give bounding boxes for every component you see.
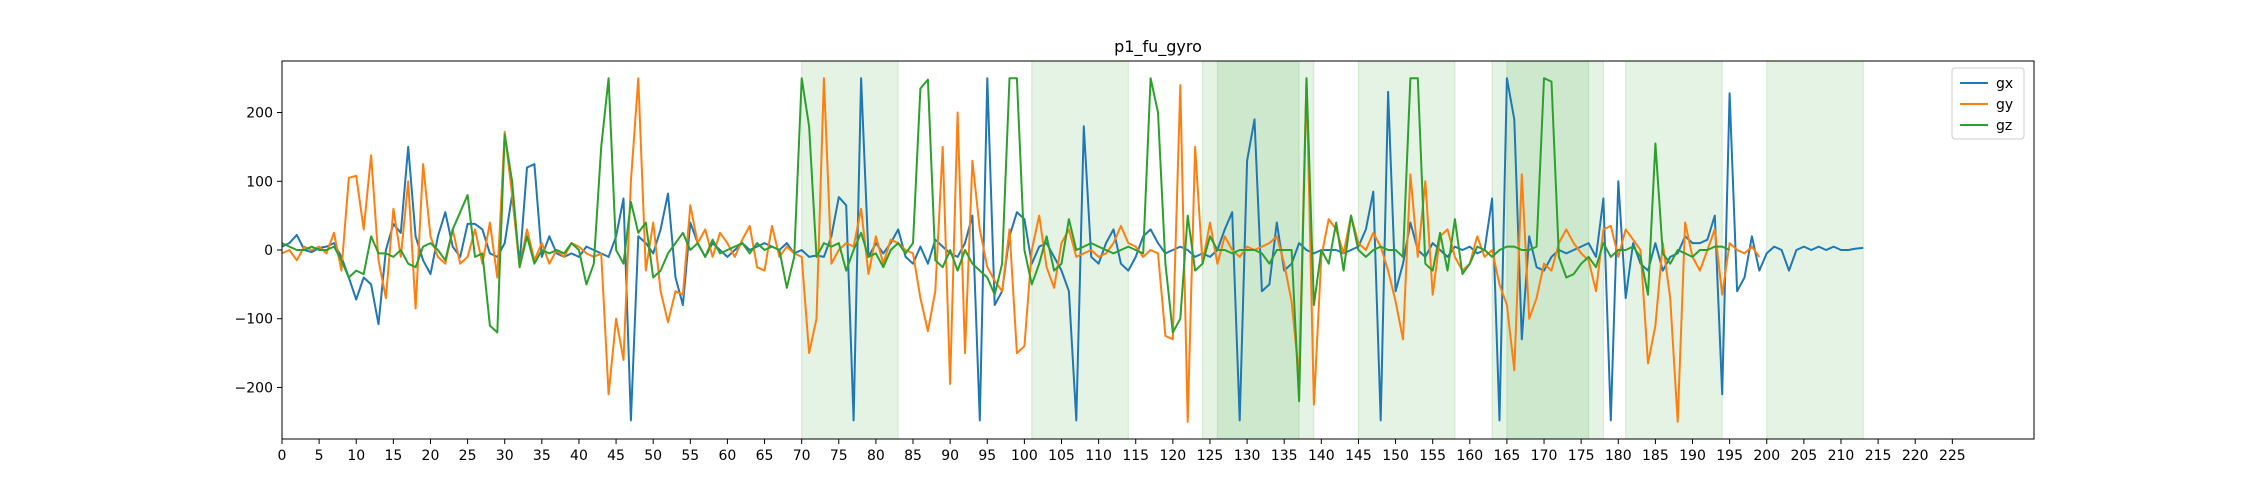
x-tick-label: 190 bbox=[1679, 448, 1706, 464]
x-tick-label: 85 bbox=[904, 448, 922, 464]
y-tick-label: −200 bbox=[235, 380, 273, 396]
x-tick-label: 225 bbox=[1939, 448, 1966, 464]
x-tick-label: 150 bbox=[1382, 448, 1409, 464]
y-tick-label: 0 bbox=[264, 243, 273, 259]
x-tick-label: 140 bbox=[1308, 448, 1335, 464]
x-tick-label: 210 bbox=[1828, 448, 1855, 464]
x-tick-label: 80 bbox=[867, 448, 885, 464]
x-tick-label: 185 bbox=[1642, 448, 1669, 464]
x-tick-label: 105 bbox=[1048, 448, 1075, 464]
x-tick-label: 180 bbox=[1605, 448, 1632, 464]
x-tick-label: 215 bbox=[1865, 448, 1892, 464]
x-tick-label: 70 bbox=[793, 448, 811, 464]
x-tick-label: 15 bbox=[384, 448, 402, 464]
x-tick-label: 65 bbox=[756, 448, 774, 464]
y-tick-label: −100 bbox=[235, 312, 273, 328]
x-tick-label: 10 bbox=[347, 448, 365, 464]
x-tick-label: 20 bbox=[422, 448, 440, 464]
series-line-gx bbox=[281, 77, 1864, 422]
x-tick-label: 195 bbox=[1716, 448, 1743, 464]
y-axis: −200 −100 0 100 200 bbox=[235, 106, 282, 396]
x-tick-label: 30 bbox=[496, 448, 514, 464]
series-layer bbox=[281, 77, 1864, 423]
x-tick-label: 175 bbox=[1568, 448, 1595, 464]
x-tick-label: 160 bbox=[1456, 448, 1483, 464]
legend-label-gx: gx bbox=[1996, 76, 2013, 92]
x-tick-label: 110 bbox=[1085, 448, 1112, 464]
legend: gx gy gz bbox=[1951, 67, 2025, 140]
x-axis: 0 5 10 15 20 25 30 35 40 45 50 55 60 65 70 75 80 85 90 95 10… bbox=[278, 439, 1966, 464]
x-tick-label: 130 bbox=[1234, 448, 1261, 464]
x-tick-label: 40 bbox=[570, 448, 588, 464]
x-tick-label: 120 bbox=[1159, 448, 1186, 464]
x-tick-label: 75 bbox=[830, 448, 848, 464]
x-tick-label: 220 bbox=[1902, 448, 1929, 464]
x-tick-label: 155 bbox=[1419, 448, 1446, 464]
legend-label-gz: gz bbox=[1996, 118, 2012, 134]
legend-label-gy: gy bbox=[1996, 97, 2013, 113]
x-tick-label: 60 bbox=[719, 448, 737, 464]
x-tick-label: 0 bbox=[278, 448, 287, 464]
x-tick-label: 90 bbox=[941, 448, 959, 464]
x-tick-label: 50 bbox=[644, 448, 662, 464]
x-tick-label: 45 bbox=[607, 448, 625, 464]
x-tick-label: 25 bbox=[459, 448, 477, 464]
series-line-gz bbox=[281, 77, 1731, 403]
x-tick-label: 5 bbox=[315, 448, 324, 464]
x-tick-label: 125 bbox=[1197, 448, 1224, 464]
x-tick-label: 55 bbox=[681, 448, 699, 464]
x-tick-label: 95 bbox=[978, 448, 996, 464]
x-tick-label: 100 bbox=[1011, 448, 1038, 464]
x-tick-label: 170 bbox=[1531, 448, 1558, 464]
x-tick-label: 135 bbox=[1271, 448, 1298, 464]
x-tick-label: 145 bbox=[1345, 448, 1372, 464]
chart-title: p1_fu_gyro bbox=[1114, 37, 1202, 57]
x-tick-label: 35 bbox=[533, 448, 551, 464]
series-line-gy bbox=[281, 77, 1761, 423]
y-tick-label: 100 bbox=[246, 174, 273, 190]
x-tick-label: 200 bbox=[1753, 448, 1780, 464]
x-tick-label: 165 bbox=[1494, 448, 1521, 464]
x-tick-label: 205 bbox=[1790, 448, 1817, 464]
x-tick-label: 115 bbox=[1122, 448, 1149, 464]
y-tick-label: 200 bbox=[246, 106, 273, 122]
